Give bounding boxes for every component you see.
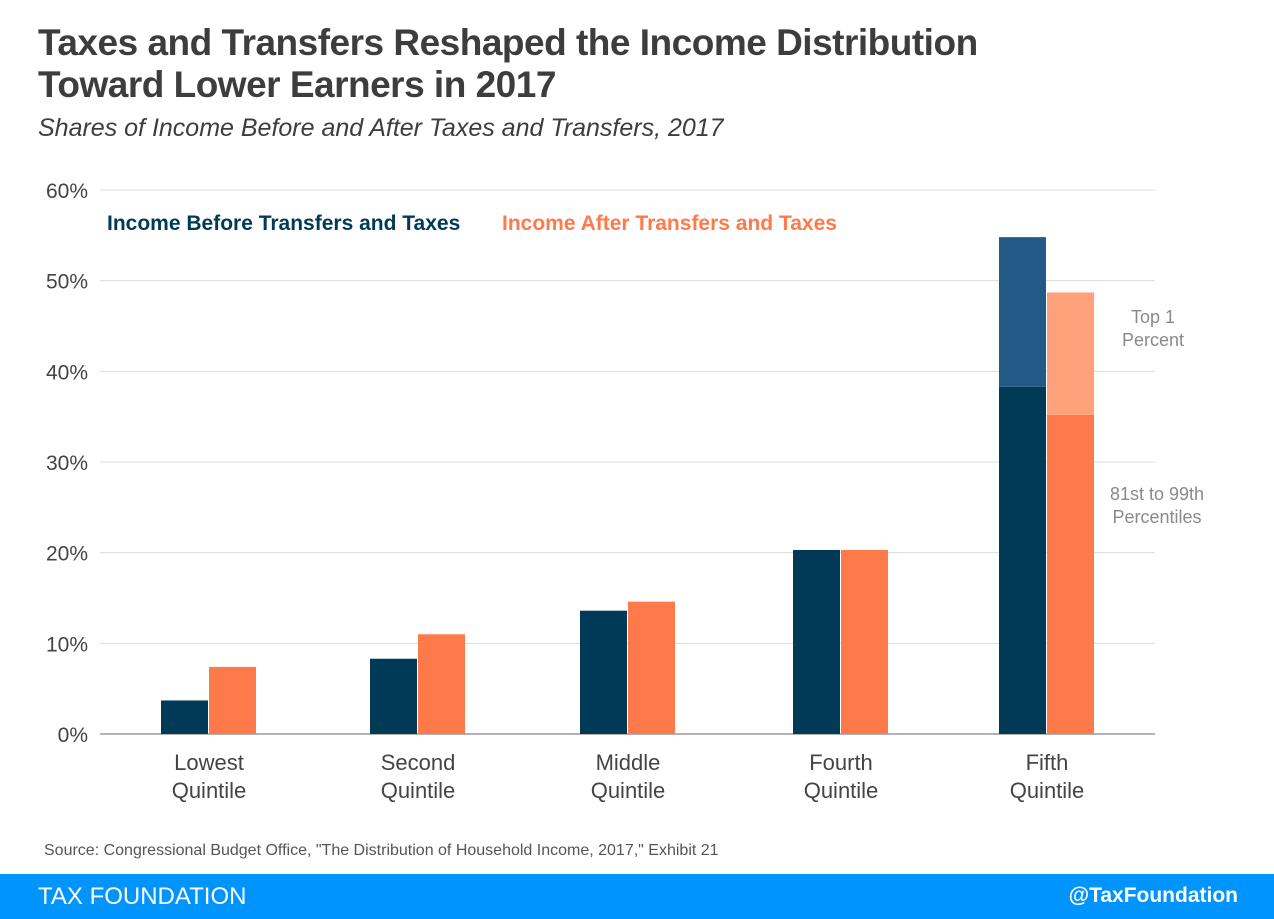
x-tick-label: Lowest	[174, 750, 244, 775]
bar-after	[841, 549, 888, 734]
bar-after	[418, 634, 465, 734]
y-tick-label: 60%	[46, 180, 88, 203]
x-tick-label: Quintile	[591, 778, 666, 803]
title-line-2: Toward Lower Earners in 2017	[38, 64, 556, 105]
annotation-label: Percentiles	[1112, 507, 1201, 527]
legend-entry: Income After Transfers and Taxes	[502, 212, 837, 235]
bar-after-81-99	[1047, 414, 1094, 734]
chart-title: Taxes and Transfers Reshaped the Income …	[38, 22, 1038, 106]
x-tick-label: Quintile	[172, 778, 247, 803]
annotation-label: Percent	[1122, 330, 1184, 350]
annotation-label: 81st to 99th	[1110, 484, 1204, 504]
source-note: Source: Congressional Budget Office, "Th…	[44, 842, 719, 859]
x-tick-label: Quintile	[804, 778, 879, 803]
bar-before	[580, 610, 627, 734]
y-tick-label: 0%	[58, 724, 88, 747]
x-tick-label: Fifth	[1026, 750, 1069, 775]
y-tick-label: 30%	[46, 452, 88, 475]
y-tick-label: 20%	[46, 543, 88, 566]
chart-subtitle: Shares of Income Before and After Taxes …	[38, 114, 724, 142]
bar-before	[161, 700, 208, 734]
bar-after-top1	[1047, 292, 1094, 415]
legend-entry: Income Before Transfers and Taxes	[107, 212, 460, 235]
bar-before-81-99	[999, 386, 1046, 734]
y-tick-label: 50%	[46, 271, 88, 294]
title-line-1: Taxes and Transfers Reshaped the Income …	[38, 22, 978, 63]
x-tick-label: Second	[381, 750, 456, 775]
bar-after	[209, 666, 256, 734]
bar-before	[793, 549, 840, 734]
bar-chart: 0% 10% 20% 30% 40% 50% 60% Income Before Transf…	[46, 180, 1204, 803]
y-tick-label: 40%	[46, 361, 88, 384]
bar-after	[628, 601, 675, 734]
annotation-label: Top 1	[1131, 307, 1175, 327]
y-tick-label: 10%	[46, 633, 88, 656]
bar-before	[370, 658, 417, 734]
x-tick-label: Quintile	[381, 778, 456, 803]
footer-bar: TAX FOUNDATION @TaxFoundation	[0, 874, 1274, 919]
x-tick-label: Middle	[596, 750, 661, 775]
footer-brand: TAX FOUNDATION	[38, 883, 247, 910]
x-tick-label: Fourth	[809, 750, 873, 775]
bar-before-top1	[999, 237, 1046, 387]
footer-handle: @TaxFoundation	[1068, 884, 1238, 907]
x-tick-label: Quintile	[1010, 778, 1085, 803]
